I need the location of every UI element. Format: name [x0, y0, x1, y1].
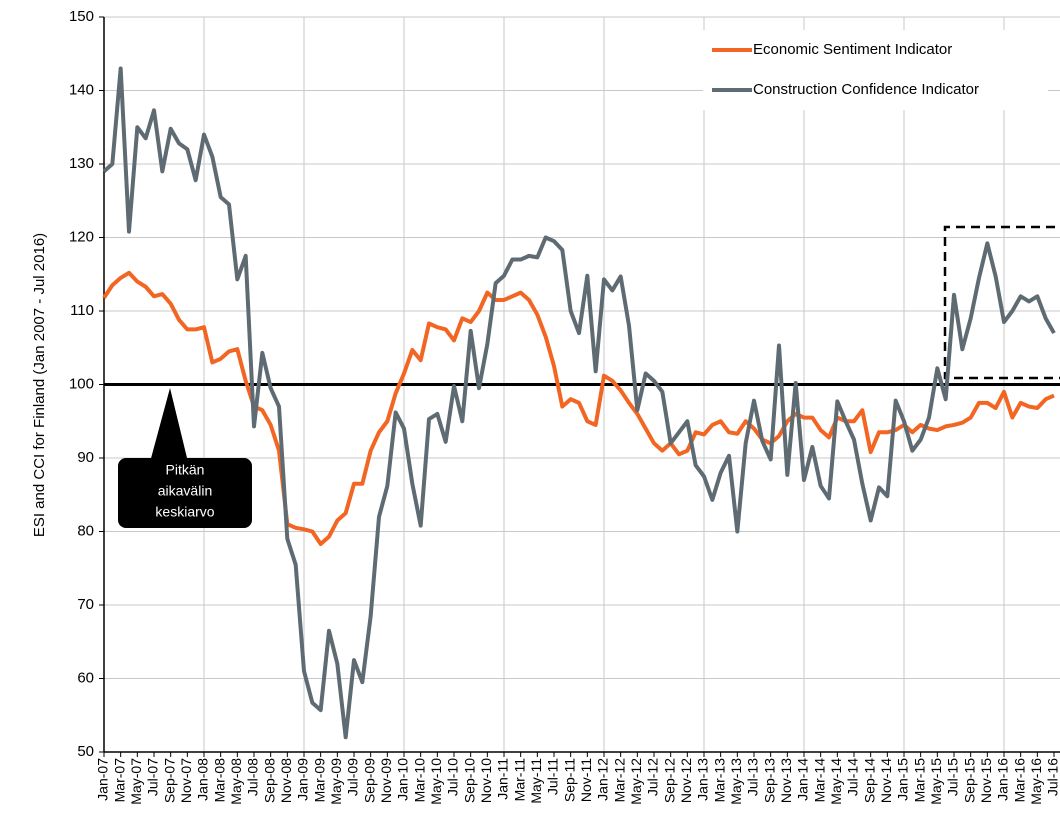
callout-text: aikavälin: [158, 483, 212, 499]
x-tick-label: Mar-13: [711, 758, 727, 803]
x-tick-label: Jan-12: [595, 758, 611, 801]
x-tick-label: May-15: [928, 758, 944, 805]
x-tick-label: Jan-14: [795, 758, 811, 801]
series-line: [102, 270, 1055, 546]
y-tick-label: 60: [77, 669, 94, 686]
x-tick-label: Mar-12: [611, 758, 627, 803]
highlight-box: [943, 225, 1060, 380]
x-tick-label: Sep-11: [561, 758, 577, 802]
y-tick-label: 70: [77, 596, 94, 613]
x-tick-label: May-13: [728, 758, 744, 805]
x-tick-label: Jan-16: [995, 758, 1011, 801]
y-tick-label: 120: [69, 228, 94, 245]
x-tick-label: Jan-11: [495, 758, 511, 800]
x-tick-label: Jul-09: [345, 758, 361, 796]
x-tick-label: Mar-15: [911, 758, 927, 803]
x-tick-label: Nov-15: [978, 758, 994, 803]
x-tick-label: Nov-09: [378, 758, 394, 803]
x-tick-label: Mar-10: [411, 758, 427, 803]
x-tick-label: Jul-12: [645, 758, 661, 796]
y-tick-label: 90: [77, 449, 94, 466]
x-tick-label: Nov-07: [178, 758, 194, 803]
y-axis-label: ESI and CCI for Finland (Jan 2007 - Jul …: [31, 233, 48, 537]
x-tick-label: May-16: [1028, 758, 1044, 805]
x-tick-label: Jan-13: [695, 758, 711, 801]
x-tick-label: May-12: [628, 758, 644, 805]
x-tick-label: Sep-08: [261, 758, 277, 803]
y-tick-label: 100: [69, 375, 94, 392]
x-tick-label: Mar-08: [211, 758, 227, 803]
x-tick-label: Jul-13: [745, 758, 761, 796]
callout-text: Pitkän: [166, 462, 205, 478]
x-tick-label: Sep-13: [761, 758, 777, 803]
x-tick-label: Mar-14: [811, 758, 827, 803]
y-tick-label: 110: [70, 302, 94, 319]
x-tick-label: Sep-12: [661, 758, 677, 803]
legend-box: [703, 30, 1048, 110]
legend-label: Economic Sentiment Indicator: [753, 41, 952, 58]
x-tick-label: Jan-15: [895, 758, 911, 801]
x-tick-label: Mar-07: [111, 758, 127, 803]
x-tick-label: Jul-14: [845, 758, 861, 796]
y-tick-label: 150: [69, 8, 94, 25]
y-tick-label: 80: [77, 522, 94, 539]
x-tick-label: Jul-16: [1045, 758, 1060, 796]
x-tick-label: May-08: [228, 758, 244, 805]
x-tick-label: Sep-07: [161, 758, 177, 803]
callout-pointer: [150, 388, 188, 462]
x-tick-label: Sep-14: [861, 758, 877, 803]
x-tick-label: Jan-07: [95, 758, 111, 801]
x-tick-label: Nov-10: [478, 758, 494, 803]
x-tick-label: Mar-09: [311, 758, 327, 803]
x-tick-label: Nov-11: [578, 758, 594, 802]
x-tick-label: Sep-15: [961, 758, 977, 803]
x-tick-label: Jan-09: [295, 758, 311, 801]
x-tick-label: Nov-13: [778, 758, 794, 803]
x-tick-label: Jan-08: [195, 758, 211, 801]
x-tick-label: Nov-14: [878, 758, 894, 803]
x-tick-label: Mar-11: [511, 758, 527, 802]
y-tick-label: 130: [69, 155, 94, 172]
x-tick-label: Jan-10: [395, 758, 411, 801]
legend-label: Construction Confidence Indicator: [753, 81, 979, 98]
x-tick-label: Nov-08: [278, 758, 294, 803]
x-tick-label: May-07: [128, 758, 144, 805]
y-tick-label: 50: [77, 743, 94, 760]
x-tick-label: Sep-09: [361, 758, 377, 803]
callout-box: [118, 458, 252, 528]
x-tick-label: Jul-07: [145, 758, 161, 796]
x-tick-label: Sep-10: [461, 758, 477, 803]
y-tick-label: 140: [69, 81, 94, 98]
x-tick-label: Mar-16: [1011, 758, 1027, 803]
x-tick-label: Jul-15: [945, 758, 961, 796]
x-tick-label: Jul-08: [245, 758, 261, 796]
x-tick-label: Jul-11: [545, 758, 561, 795]
x-tick-label: May-11: [528, 758, 544, 804]
x-tick-label: May-09: [328, 758, 344, 805]
x-tick-label: Nov-12: [678, 758, 694, 803]
callout-text: keskiarvo: [155, 504, 214, 520]
x-tick-label: May-10: [428, 758, 444, 805]
x-tick-label: May-14: [828, 758, 844, 805]
x-tick-label: Jul-10: [445, 758, 461, 796]
series-line: [102, 66, 1056, 740]
